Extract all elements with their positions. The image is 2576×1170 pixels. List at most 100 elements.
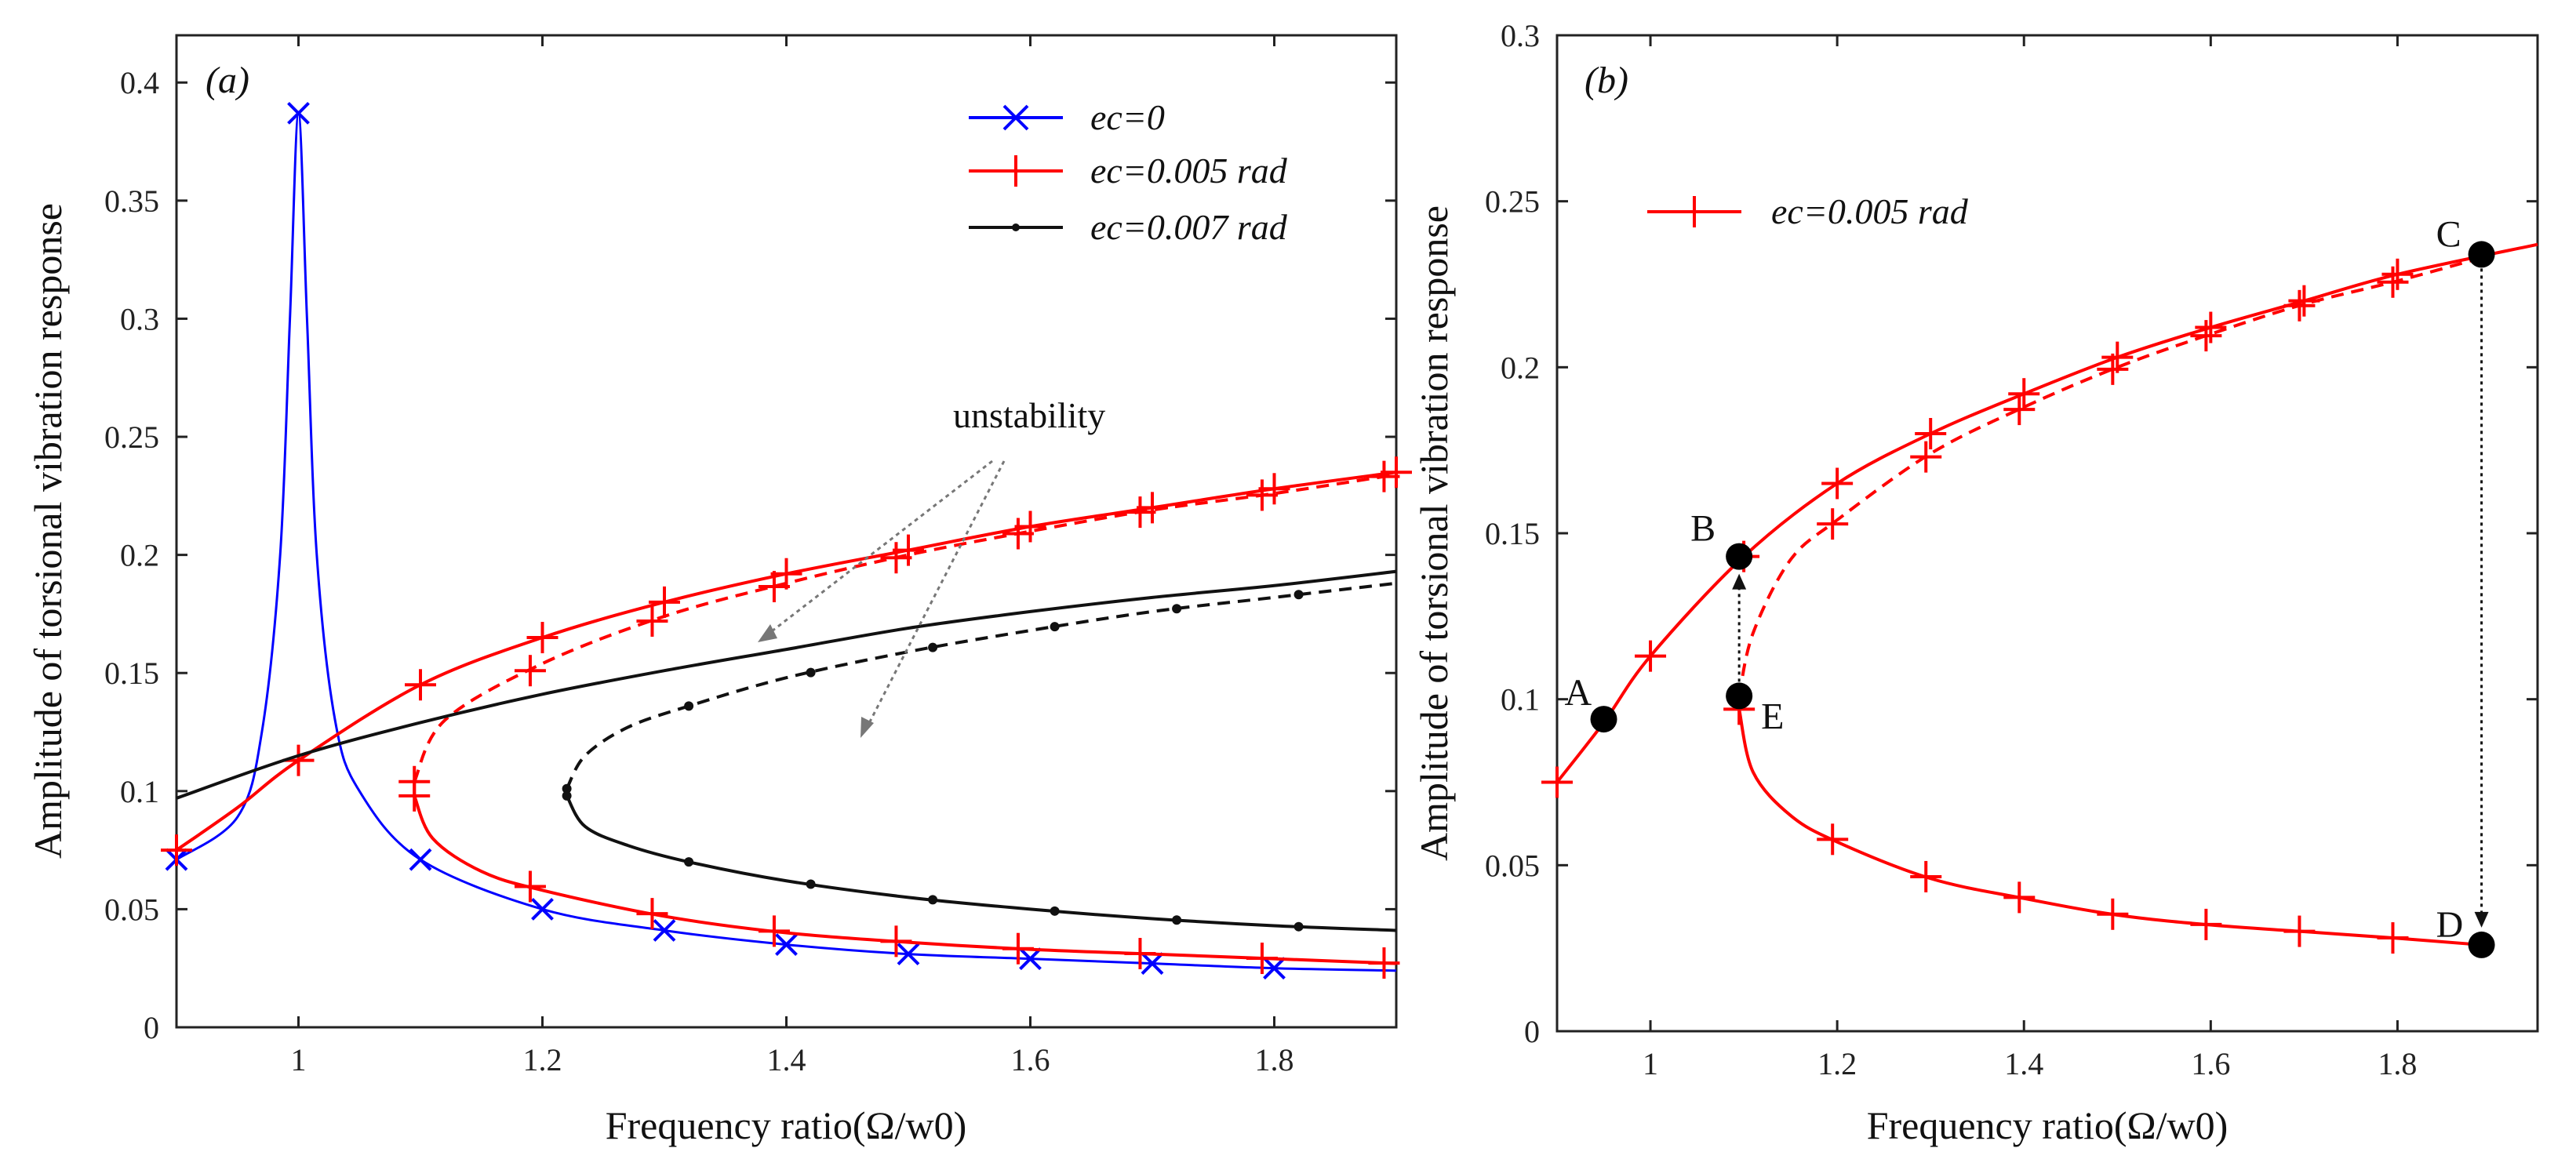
panel-a-ytick-label: 0.05 [104, 892, 159, 927]
panel-a-series-ec-0-005-rad-marker [1258, 473, 1290, 505]
panel-b-series-ec-0-005-rad-marker [2195, 311, 2227, 343]
panel-a-series-ec-0-007-rad-marker [562, 783, 572, 794]
panel-b-series-ec-0-005-rad-marker [2190, 908, 2222, 940]
panel-a-series-ec-0-007-rad-marker [806, 879, 816, 889]
panel-a-series-ec-0-007-rad-marker [806, 667, 816, 678]
panel-a-series-ec-0-005-rad-marker [514, 655, 546, 687]
panel-a-series-ec-0-005-rad-marker [649, 586, 680, 618]
jump-arrowhead-b [1732, 573, 1747, 590]
panel-b-series-ec-0-005-rad-marker [1635, 640, 1667, 672]
panel-a-series-ec-0-005-rad-marker [1368, 460, 1400, 492]
panel-a-series-ec-0-005-rad-marker [1124, 496, 1156, 529]
panel-a-series-ec-0-007-rad-marker [1172, 604, 1182, 614]
panel-a-label: (a) [206, 60, 249, 101]
panel-b-series-ec-0-005-rad-marker [2283, 915, 2316, 947]
panel-a-series-ec-0-marker [409, 848, 432, 871]
panel-a-series-ec-0-005-rad-marker [1124, 938, 1156, 970]
panel-b-series-ec-0-005-rad-unstable-branch [1737, 256, 2483, 696]
jump-arrowhead-d [2474, 911, 2489, 928]
panel-a-series-ec-0-marker [1263, 957, 1286, 980]
panel-b-series-ec-0-005-rad-lower-branch [1737, 708, 2482, 947]
panel-b-label: (b) [1585, 60, 1628, 101]
panel-b: 1 1.2 1.4 1.6 1.800.050.10.150.20.250.3 (b) … [1412, 18, 2539, 1147]
panel-a-series-ec-0-005-rad-lower-branch [413, 795, 1397, 965]
panel-a-xtick-label: 1.2 [523, 1042, 562, 1077]
panel-b-xtick-label: 1.4 [2004, 1046, 2043, 1081]
panel-b-series-ec-0-005-rad-marker [1821, 467, 1854, 500]
panel-a-series-ec-0-marker [531, 897, 554, 921]
legend-ec0-marker [1002, 104, 1029, 131]
panel-a-xlabel: Frequency ratio(Ω/w0) [606, 1103, 967, 1147]
panel-a-series-ec-0-007-rad-marker [1293, 921, 1304, 932]
panel-b-ytick-label: 0.3 [1501, 18, 1540, 53]
panel-b-series-ec-0-005-rad-marker [2003, 394, 2036, 426]
point-b [1726, 543, 1753, 570]
panel-a-series-ec-0-marker [287, 101, 310, 125]
point-e [1726, 682, 1753, 710]
panel-a-series-ec-0-005-rad-marker [893, 534, 924, 566]
panel-a-series-ec-0-007-rad-marker [684, 701, 694, 711]
panel-a-series-ec-0-005-rad-marker [1246, 943, 1278, 975]
point-label-a: A [1565, 672, 1592, 714]
panel-a-series-ec-0-005-rad-marker [636, 898, 668, 930]
panel-a-series-ec-0-005-rad-marker [1137, 492, 1168, 524]
panel-a-series-ec-0-005-rad-unstable-branch [413, 473, 1397, 783]
legend-ec007-marker [1012, 223, 1020, 231]
panel-b-xtick-label: 1.6 [2191, 1046, 2230, 1081]
panel-a-legend: ec=0 ec=0.005 rad ec=0.007 rad [969, 97, 1288, 247]
panel-b-series-ec-0-005-rad-marker [2381, 258, 2414, 290]
panel-b-series-ec-0-005-rad-marker [1915, 418, 1947, 449]
panel-b-series-ec-0-005-rad-marker [2377, 922, 2409, 954]
panel-a-xtick-label: 1 [291, 1042, 307, 1077]
legend-ec0-label: ec=0 [1090, 97, 1165, 137]
panel-a-series-ec-0-marker [897, 943, 920, 966]
panel-a-series-ec-0-005-rad-marker [161, 834, 192, 867]
panel-b-series-ec-0-005-rad-marker [2190, 320, 2222, 352]
panel-a-ytick-label: 0.2 [120, 538, 159, 573]
legend-b-ec005-label: ec=0.005 rad [1771, 191, 1969, 231]
panel-a-series-ec-0-007-rad-marker [684, 857, 694, 867]
panel-a-series-ec-0-005-rad-marker [758, 570, 790, 602]
panel-a-ytick-label: 0.3 [120, 301, 159, 336]
panel-b-series-ec-0-005-rad-marker [2377, 266, 2409, 298]
panel-b-series-ec-0-005-rad-marker [1817, 508, 1849, 540]
panel-a-series-ec-0-007-rad-marker [1050, 906, 1060, 916]
panel-a-ytick-label: 0.1 [120, 774, 159, 809]
panel-a-series-ec-0-007-rad-lower-branch [565, 794, 1397, 932]
panel-a-axes-box [175, 34, 1398, 1029]
panel-a-xtick-label: 1.8 [1255, 1042, 1294, 1077]
point-c [2468, 241, 2495, 268]
panel-a-series-ec-0-005-rad-marker [1002, 932, 1034, 965]
panel-b-xlabel: Frequency ratio(Ω/w0) [1867, 1103, 2229, 1147]
panel-b-series-ec-0-005-rad-marker [1817, 823, 1849, 856]
panel-a-series-ec-0-marker [1141, 952, 1164, 976]
panel-a-series-ec-0-marker [775, 933, 798, 956]
panel-b-ylabel: Amplitude of torsional vibration respons… [1412, 205, 1456, 861]
panel-b-series-ec-0-005-rad-marker [2097, 353, 2129, 385]
panel-a-series-ec-0-marker [653, 919, 676, 942]
panel-b-series-ec-0-005-rad-marker [2003, 881, 2036, 914]
panel-a-series-ec-0-007-rad-unstable-branch [565, 581, 1397, 790]
panel-a-xtick-label: 1.6 [1011, 1042, 1050, 1077]
unstability-arrow-2 [865, 460, 1006, 729]
panel-b-ytick-label: 0.2 [1501, 350, 1540, 385]
panel-a-series-ec-0-005-rad-marker [405, 669, 436, 701]
point-a [1590, 706, 1617, 733]
panel-a-ytick-label: 0.4 [120, 65, 159, 100]
panel-a-xtick-label: 1.4 [767, 1042, 806, 1077]
panel-a-series-ec-0-005-rad-marker [636, 605, 668, 637]
point-label-c: C [2436, 213, 2461, 255]
unstability-arrowhead-1 [758, 624, 777, 642]
panel-a-ylabel: Amplitude of torsional vibration respons… [26, 203, 70, 859]
panel-b-legend: ec=0.005 rad [1647, 191, 1969, 231]
panel-a-series-ec-0-007-rad-marker [1293, 590, 1304, 600]
legend-ec007-label: ec=0.007 rad [1090, 207, 1288, 247]
point-d [2468, 931, 2495, 958]
panel-a-series-ec-0-005-rad-marker [514, 870, 546, 903]
panel-b-ytick-label: 0 [1524, 1014, 1540, 1049]
panel-a-series-ec-0-marker [1019, 947, 1042, 971]
panel-a-series-ec-0-005-rad-marker [770, 558, 802, 590]
panel-a: 1 1.2 1.4 1.6 1.8 0 0.05 0.1 0.15 0.2 0.25 0.3 0.35 0… [26, 34, 1412, 1147]
panel-a-series-ec-0-007-rad-marker [562, 790, 572, 801]
